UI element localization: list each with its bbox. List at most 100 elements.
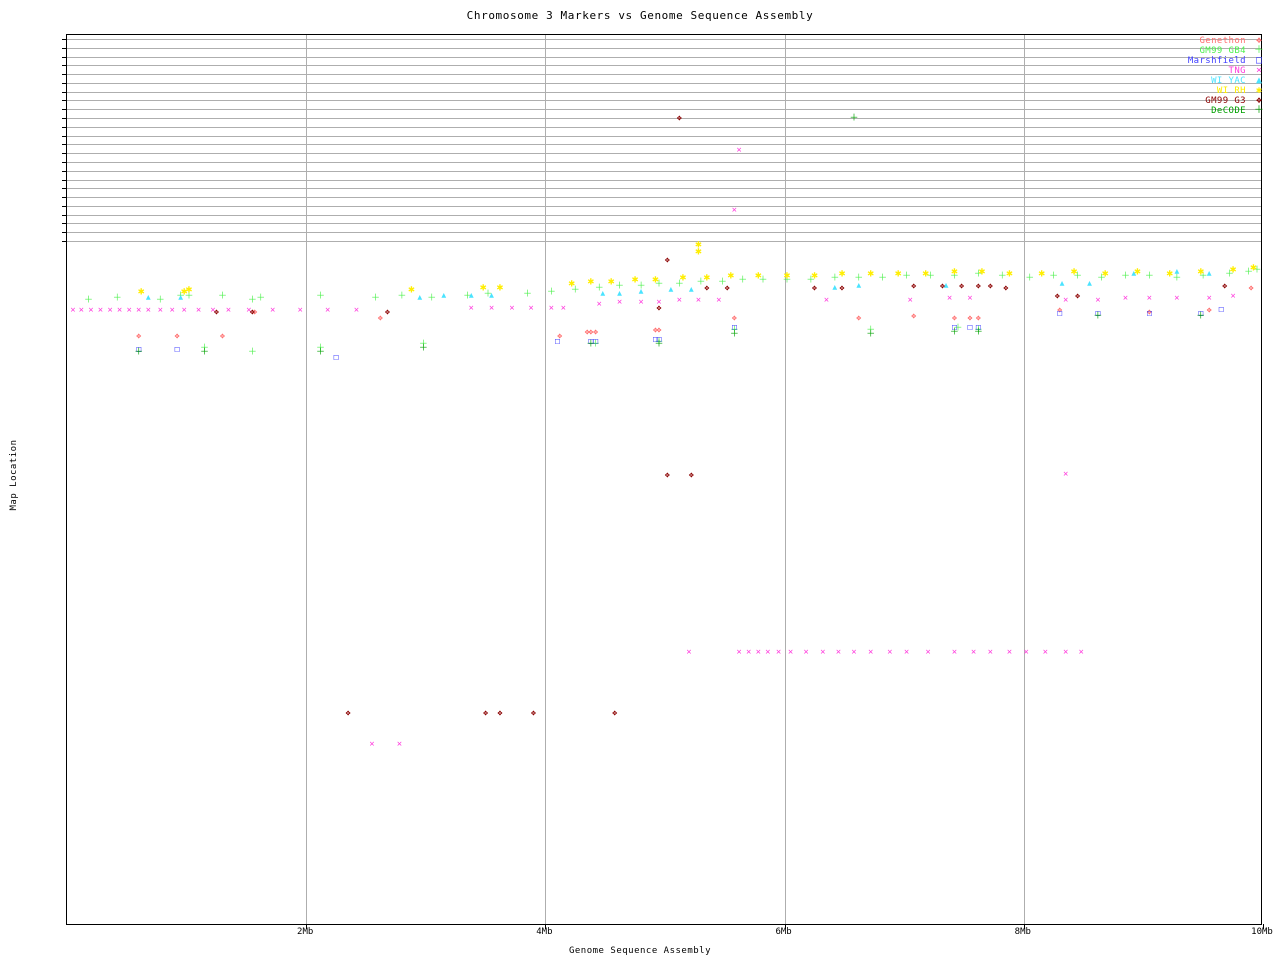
data-point-decode: ＋ xyxy=(586,339,596,350)
data-point-gm99-gb4: ＋ xyxy=(696,277,706,288)
y-tick-mark xyxy=(62,170,67,172)
data-point-gm99-g3: ❖ xyxy=(612,708,618,719)
horizontal-gridline xyxy=(67,100,1261,102)
data-point-gm99-gb4: ＋ xyxy=(878,273,888,284)
y-tick-mark xyxy=(62,214,67,216)
data-point-gm99-g3: ❖ xyxy=(1074,291,1081,302)
x-tick-label-2Mb: 2Mb xyxy=(297,927,314,937)
data-point-tng: × xyxy=(1122,293,1129,304)
horizontal-gridline xyxy=(67,197,1261,199)
legend-label: Marshfield xyxy=(1187,56,1246,66)
data-point-wi-yac: ▲ xyxy=(1087,278,1092,288)
data-point-wi-rh: ✱ xyxy=(727,268,735,282)
data-point-wi-rh: ✱ xyxy=(631,272,639,286)
data-point-tng: × xyxy=(136,305,142,316)
data-point-marshfield: □ xyxy=(136,344,142,354)
data-point-tng: × xyxy=(1006,647,1013,658)
y-tick-mark xyxy=(62,179,67,181)
x-tick-mark xyxy=(1023,924,1025,929)
data-point-wi-rh: ✱ xyxy=(496,280,504,294)
data-point-gm99-gb4: ＋ xyxy=(717,277,727,288)
data-point-wi-yac: ▲ xyxy=(1174,266,1180,276)
data-point-tng: × xyxy=(596,299,602,310)
data-point-gm99-gb4: ＋ xyxy=(973,269,983,280)
chart-title: Chromosome 3 Markers vs Genome Sequence … xyxy=(466,9,814,22)
data-point-wi-rh: ✱ xyxy=(838,266,846,280)
data-point-decode: ＋ xyxy=(200,347,210,358)
y-tick-mark xyxy=(62,74,67,76)
legend-item-gm99-g3: GM99 G3 ❖ xyxy=(1148,96,1272,107)
data-point-tng: × xyxy=(970,647,977,658)
data-point-tng: × xyxy=(297,305,303,316)
data-point-tng: × xyxy=(353,305,360,316)
data-point-wi-yac: ▲ xyxy=(856,280,862,290)
data-point-tng: × xyxy=(676,295,683,306)
data-point-genethon: ❖ xyxy=(252,307,258,318)
data-point-gm99-g3: ❖ xyxy=(664,470,671,481)
vertical-gridline xyxy=(784,35,786,924)
data-point-decode: ＋ xyxy=(866,329,876,340)
data-point-gm99-g3: ❖ xyxy=(939,281,946,292)
data-point-gm99-gb4: ＋ xyxy=(184,291,194,302)
horizontal-gridline xyxy=(67,109,1261,111)
data-point-gm99-g3: ❖ xyxy=(345,708,351,719)
data-point-tng: × xyxy=(787,647,794,658)
data-point-wi-rh: ✱ xyxy=(1166,266,1174,280)
data-point-wi-rh: ✱ xyxy=(1197,264,1205,278)
data-point-tng: × xyxy=(169,305,175,316)
data-point-marshfield: □ xyxy=(1198,308,1204,318)
horizontal-gridline xyxy=(67,65,1261,67)
data-point-wi-rh: ✱ xyxy=(1229,262,1237,276)
data-point-genethon: ❖ xyxy=(1248,283,1254,294)
y-tick-mark xyxy=(62,82,67,84)
data-point-tng: × xyxy=(1078,647,1084,658)
data-point-gm99-g3: ❖ xyxy=(249,307,256,318)
legend: Genethon ❖ GM99 GB4 ＋ Marshfield □ TNG × WI YAC ▲… xyxy=(1148,36,1272,117)
data-point-gm99-g3: ❖ xyxy=(213,307,220,318)
y-axis-label: Map Location xyxy=(9,439,19,511)
y-tick-mark xyxy=(62,47,67,49)
x-axis-label: Genome Sequence Assembly xyxy=(568,946,712,956)
data-point-gm99-gb4: ＋ xyxy=(316,343,326,354)
data-point-gm99-gb4: ＋ xyxy=(1120,271,1130,282)
data-point-tng: × xyxy=(181,305,187,316)
data-point-decode: ＋ xyxy=(316,347,326,358)
data-point-gm99-g3: ❖ xyxy=(1054,291,1060,302)
data-point-gm99-gb4: ＋ xyxy=(1172,273,1182,284)
data-point-wi-rh: ✱ xyxy=(180,284,188,298)
data-point-wi-rh: ✱ xyxy=(754,268,762,282)
data-point-gm99-g3: ❖ xyxy=(958,281,965,292)
data-point-decode: ＋ xyxy=(729,329,739,340)
horizontal-gridline xyxy=(67,153,1261,155)
data-point-gm99-g3: ❖ xyxy=(497,708,503,719)
data-point-gm99-gb4: ＋ xyxy=(636,281,646,292)
data-point-wi-yac: ▲ xyxy=(617,288,622,298)
data-point-gm99-gb4: ＋ xyxy=(522,289,532,300)
data-point-gm99-gb4: ＋ xyxy=(594,283,604,294)
data-point-wi-rh: ✱ xyxy=(922,266,930,280)
data-point-gm99-gb4: ＋ xyxy=(427,293,437,304)
legend-label: WI YAC xyxy=(1211,76,1246,86)
data-point-wi-rh: ✱ xyxy=(1134,264,1141,278)
data-point-gm99-gb4: ＋ xyxy=(830,273,840,284)
vertical-gridline xyxy=(1023,35,1025,924)
data-point-genethon: ❖ xyxy=(652,325,659,336)
legend-item-tng: TNG × xyxy=(1148,66,1272,77)
data-point-gm99-gb4: ＋ xyxy=(570,285,580,296)
data-point-genethon: ❖ xyxy=(967,313,973,324)
legend-item-wi-rh: WI RH ✱ xyxy=(1148,86,1272,97)
data-point-tng: × xyxy=(835,647,842,658)
data-point-decode: ＋ xyxy=(1093,311,1103,322)
data-point-marshfield: □ xyxy=(593,336,599,346)
data-point-tng: × xyxy=(1062,469,1069,480)
data-point-marshfield: □ xyxy=(952,322,957,332)
data-point-gm99-gb4: ＋ xyxy=(738,275,748,286)
data-point-gm99-gb4: ＋ xyxy=(316,291,326,302)
horizontal-gridline xyxy=(67,205,1261,207)
data-point-gm99-gb4: ＋ xyxy=(1097,273,1107,284)
data-point-gm99-gb4: ＋ xyxy=(654,279,664,290)
data-point-tng: × xyxy=(210,305,216,316)
horizontal-gridline xyxy=(67,126,1261,128)
horizontal-gridline xyxy=(67,74,1261,76)
data-point-tng: × xyxy=(1146,293,1153,304)
